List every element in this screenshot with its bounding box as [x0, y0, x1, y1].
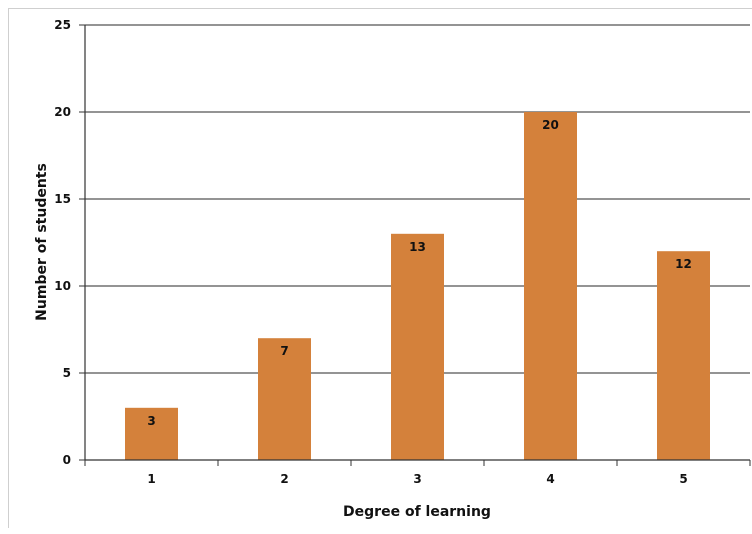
x-tick-label-5: 5 — [679, 472, 687, 486]
y-tick-label-20: 20 — [54, 105, 71, 119]
data-label-4: 20 — [542, 118, 559, 132]
y-tick-label-10: 10 — [54, 279, 71, 293]
bar-3 — [391, 233, 444, 460]
data-label-1: 3 — [147, 414, 155, 428]
bar-2 — [258, 338, 311, 460]
frame-border-left — [8, 8, 9, 528]
x-tick-label-1: 1 — [147, 472, 155, 486]
bar-4 — [524, 112, 577, 460]
y-tick-label-15: 15 — [54, 192, 71, 206]
labels: 0 5 10 15 20 25 3 1 7 2 13 3 20 4 12 5 — [54, 18, 692, 486]
bar-1 — [125, 407, 178, 460]
x-tick-label-4: 4 — [546, 472, 554, 486]
data-label-5: 12 — [675, 257, 692, 271]
x-axis-title: Degree of learning — [343, 504, 491, 520]
data-label-2: 7 — [280, 344, 288, 358]
y-axis-title: Number of students — [34, 163, 50, 321]
x-tick-label-2: 2 — [280, 472, 288, 486]
y-tick-label-0: 0 — [63, 453, 71, 467]
x-tick-label-3: 3 — [413, 472, 421, 486]
frame-border-top — [8, 8, 752, 9]
y-tick-label-5: 5 — [63, 366, 71, 380]
bars — [125, 112, 710, 460]
bar-5 — [657, 251, 710, 460]
data-label-3: 13 — [409, 240, 426, 254]
axes — [79, 24, 751, 466]
y-tick-label-25: 25 — [54, 18, 71, 32]
